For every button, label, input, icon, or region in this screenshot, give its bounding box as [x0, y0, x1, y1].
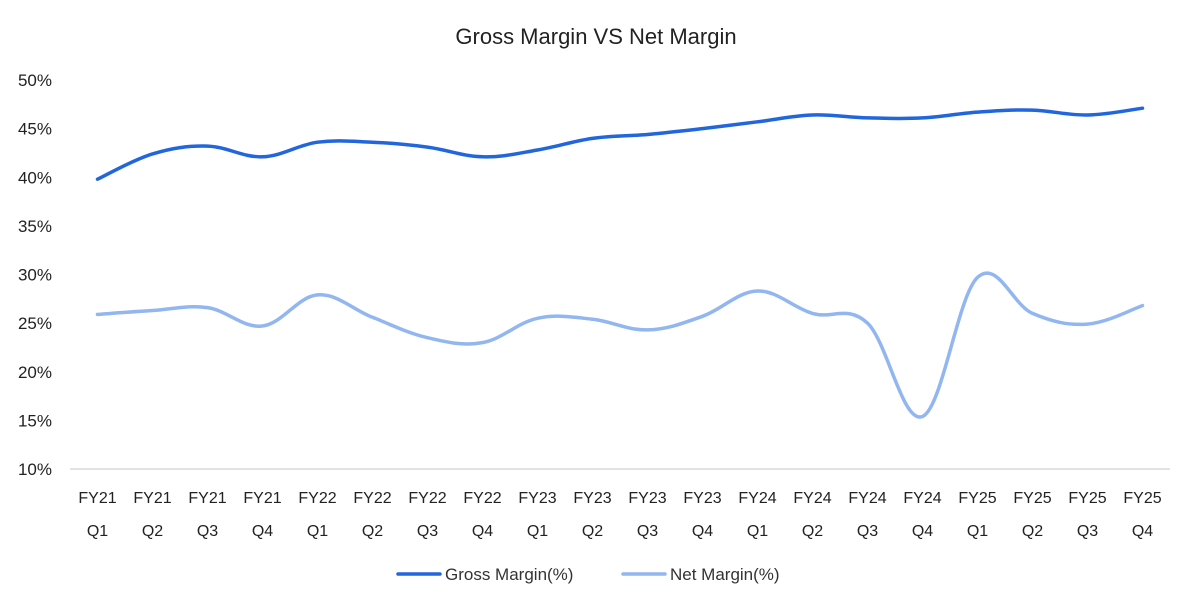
- y-tick-label: 40%: [18, 168, 52, 187]
- x-tick-label: FY24: [903, 490, 941, 507]
- x-tick-label: Q3: [637, 523, 658, 540]
- x-tick-label: Q4: [1132, 523, 1153, 540]
- x-tick-label: Q2: [362, 523, 383, 540]
- x-tick-label: Q4: [252, 523, 273, 540]
- y-tick-label: 35%: [18, 217, 52, 236]
- x-tick-label: FY25: [1123, 490, 1161, 507]
- x-tick-label: FY21: [133, 490, 171, 507]
- x-tick-label: FY25: [1013, 490, 1051, 507]
- x-tick-label: FY21: [188, 490, 226, 507]
- x-tick-label: FY23: [683, 490, 721, 507]
- x-tick-label: Q1: [967, 523, 988, 540]
- series-layer: [95, 106, 1145, 419]
- x-tick-label: Q2: [1022, 523, 1043, 540]
- x-tick-label: Q4: [472, 523, 493, 540]
- x-tick-label: Q3: [1077, 523, 1098, 540]
- x-tick-label: Q2: [142, 523, 163, 540]
- x-tick-label: Q4: [912, 523, 933, 540]
- x-tick-label: Q3: [417, 523, 438, 540]
- x-tick-label: FY25: [958, 490, 996, 507]
- x-tick-label: Q3: [857, 523, 878, 540]
- x-tick-label: FY23: [518, 490, 556, 507]
- chart-title: Gross Margin VS Net Margin: [455, 24, 736, 49]
- x-tick-label: FY21: [243, 490, 281, 507]
- x-tick-label: FY22: [353, 490, 391, 507]
- x-tick-label: Q3: [197, 523, 218, 540]
- legend-label: Net Margin(%): [670, 565, 780, 584]
- x-tick-label: FY25: [1068, 490, 1106, 507]
- x-tick-label: Q1: [527, 523, 548, 540]
- x-tick-label: Q2: [582, 523, 603, 540]
- x-tick-label: FY24: [793, 490, 831, 507]
- x-tick-label: FY22: [463, 490, 501, 507]
- x-tick-label: Q2: [802, 523, 823, 540]
- x-tick-label: FY22: [408, 490, 446, 507]
- x-tick-label: FY24: [848, 490, 886, 507]
- y-tick-label: 10%: [18, 460, 52, 479]
- y-tick-label: 30%: [18, 266, 52, 285]
- x-tick-label: FY22: [298, 490, 336, 507]
- legend-label: Gross Margin(%): [445, 565, 573, 584]
- x-tick-label: FY24: [738, 490, 776, 507]
- y-tick-label: 20%: [18, 363, 52, 382]
- x-tick-label: FY23: [628, 490, 666, 507]
- legend: Gross Margin(%) Net Margin(%): [396, 565, 780, 584]
- x-tick-label: FY21: [78, 490, 116, 507]
- y-tick-label: 50%: [18, 71, 52, 90]
- series-line: [95, 106, 1145, 181]
- x-axis: FY21 Q1 FY21 Q2 FY21 Q3 FY21 Q4 FY22 Q1 FY22 Q2 FY22…: [78, 490, 1161, 540]
- y-tick-label: 45%: [18, 120, 52, 139]
- x-tick-label: FY23: [573, 490, 611, 507]
- series-line: [95, 271, 1145, 419]
- y-tick-label: 15%: [18, 411, 52, 430]
- x-tick-label: Q4: [692, 523, 713, 540]
- y-tick-label: 25%: [18, 314, 52, 333]
- x-tick-label: Q1: [87, 523, 108, 540]
- x-tick-label: Q1: [307, 523, 328, 540]
- x-tick-label: Q1: [747, 523, 768, 540]
- y-axis: 10% 15% 20% 25% 30% 35% 40% 45% 50%: [18, 71, 52, 479]
